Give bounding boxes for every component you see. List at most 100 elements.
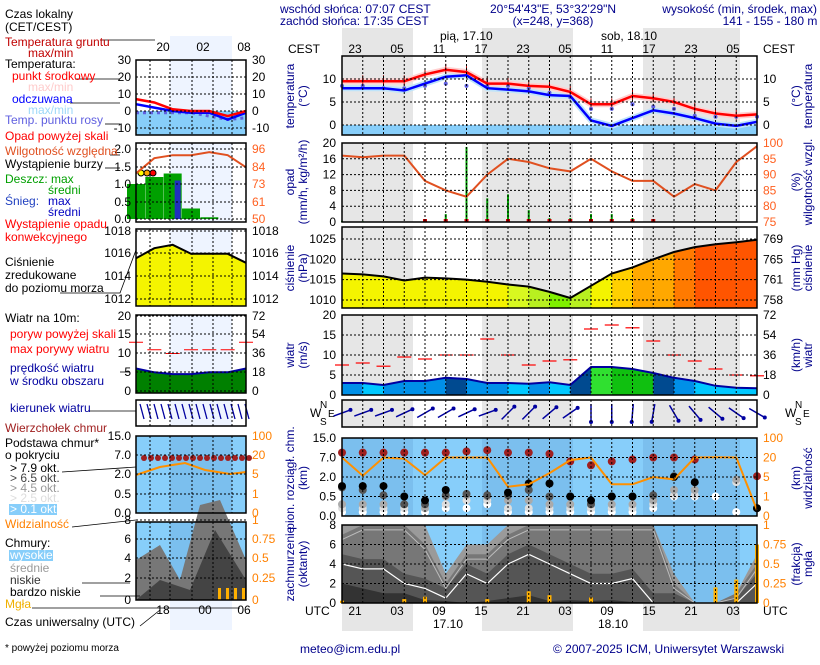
visibility-tick: 5 bbox=[763, 470, 770, 484]
cloud-top-dot bbox=[358, 448, 367, 457]
feels-line bbox=[342, 74, 758, 128]
pressure-area-segment bbox=[611, 267, 633, 308]
legend-temp-mid: punkt środkowy bbox=[12, 69, 95, 83]
wind-area-segment bbox=[528, 382, 550, 395]
mini-wind-arrow bbox=[223, 403, 229, 420]
legend-local-time: Czas lokalny bbox=[5, 7, 73, 21]
wind-tick: 10 bbox=[323, 348, 337, 362]
mini-cloud-top-dot bbox=[197, 455, 203, 461]
mini-cloud-top-dot bbox=[183, 455, 189, 461]
cover-tick: 4 bbox=[329, 557, 336, 571]
cloud-base-25-dot bbox=[441, 500, 450, 509]
sunset-text: zachód słońca: 17:35 CEST bbox=[280, 14, 429, 28]
cover-tick: 0 bbox=[329, 596, 336, 610]
wind-kmh-tick: 18 bbox=[763, 368, 777, 382]
mini-wind-tick: 15 bbox=[118, 327, 132, 341]
mini-humidity-tick: 61 bbox=[252, 195, 266, 209]
mini-temp-tick-right: 20 bbox=[252, 70, 266, 84]
mini-night-band-footer bbox=[170, 600, 232, 630]
mini-pressure-tick: 1012 bbox=[104, 292, 131, 306]
legend-utc-time: Czas uniwersalny (UTC) bbox=[5, 615, 135, 629]
mini-local-time-tick: 20 bbox=[156, 40, 170, 54]
night-band bbox=[342, 400, 413, 427]
mini-night-band-header bbox=[170, 36, 232, 60]
wind-arrow-head bbox=[720, 416, 725, 421]
precip-bar bbox=[444, 214, 447, 222]
legend-visibility: Widzialność bbox=[5, 517, 69, 531]
humidity-tick: 85 bbox=[763, 183, 777, 197]
mini-cloud-tick: 7.0 bbox=[114, 448, 131, 462]
fog-tick: 0.75 bbox=[763, 538, 787, 552]
wind-area-segment bbox=[508, 383, 529, 395]
legend-rain: Deszcz: max bbox=[5, 172, 74, 186]
legend-pressure-3: do poziomu morza bbox=[5, 281, 104, 295]
wind-arrow-head bbox=[741, 416, 746, 421]
wind-area-segment bbox=[674, 377, 695, 395]
legend-wind-speed-2: w środku obszaru bbox=[9, 374, 104, 388]
grid-coordinates-text: (x=248, y=368) bbox=[513, 14, 594, 28]
compass-e: E bbox=[328, 409, 335, 420]
precip-tick: 0 bbox=[329, 215, 336, 229]
cloud-top-dot bbox=[379, 448, 388, 457]
mini-cloud-top-dot bbox=[232, 455, 238, 461]
mini-temp-tick-right: 30 bbox=[252, 53, 266, 67]
mini-fog-bar bbox=[218, 588, 221, 600]
footnote: * powyżej poziomu morza bbox=[5, 643, 119, 654]
axis-title: wiatr bbox=[283, 342, 297, 368]
pressure-tick: 1020 bbox=[309, 252, 336, 266]
axis-title: (km/h) bbox=[789, 338, 803, 372]
email-link[interactable]: meteo@icm.edu.pl bbox=[300, 642, 400, 656]
local-time-tick: 05 bbox=[558, 42, 572, 56]
mini-humidity-tick: 50 bbox=[252, 212, 266, 226]
pressure-area-segment bbox=[404, 277, 425, 308]
wind-arrow-head bbox=[369, 407, 374, 412]
wind-area-segment bbox=[445, 377, 467, 395]
compass-s: S bbox=[795, 417, 802, 428]
cover-tick: 2 bbox=[329, 577, 336, 591]
wind-area-segment bbox=[591, 367, 612, 395]
mini-precip-tick: 1.5 bbox=[114, 160, 131, 174]
mini-fog-bar bbox=[242, 588, 245, 600]
night-band bbox=[482, 143, 573, 222]
utc-time-tick: 09 bbox=[432, 604, 446, 618]
mini-fog-tick: 0.75 bbox=[252, 532, 276, 546]
mini-pressure-tick: 1014 bbox=[104, 269, 131, 283]
mini-visibility-tick: 100 bbox=[252, 429, 272, 443]
mini-pressure-line bbox=[135, 243, 247, 264]
cloud-base-45-dot bbox=[628, 500, 637, 509]
cloud-top-dot bbox=[400, 448, 409, 457]
mini-wind-frame bbox=[135, 314, 247, 394]
mini-rain-bar bbox=[145, 177, 164, 219]
axis-title: (frakcja) bbox=[789, 542, 803, 585]
legend-high-bg bbox=[9, 550, 53, 561]
cloud-top-dot bbox=[504, 448, 512, 457]
visibility-line bbox=[341, 456, 758, 511]
mini-local-time-tick: 02 bbox=[196, 40, 210, 54]
mini-temp-line bbox=[135, 97, 247, 118]
axis-title: (mm Hg) bbox=[789, 245, 803, 292]
wind-tick: 20 bbox=[323, 308, 337, 322]
night-band-header bbox=[643, 28, 740, 56]
legend-c65: > 6.5 okt. bbox=[10, 471, 60, 485]
copyright-text: © 2007-2025 ICM, Uniwersytet Warszawski bbox=[553, 642, 784, 656]
night-band-footer bbox=[643, 603, 740, 631]
axis-title: opad bbox=[283, 169, 297, 196]
date-label-1: 17.10 bbox=[433, 617, 463, 631]
axis-title: (°C) bbox=[789, 85, 803, 106]
mini-pressure-tick-right: 1014 bbox=[252, 269, 279, 283]
cloud-base-45-dot bbox=[566, 500, 575, 509]
mini-rain-bar bbox=[200, 217, 219, 219]
legend-leader-line bbox=[60, 249, 137, 294]
cloud-top-dot bbox=[587, 461, 595, 470]
local-time-tick: 05 bbox=[726, 42, 740, 56]
mini-pressure-tick: 1018 bbox=[104, 224, 131, 238]
mini-fog-bar bbox=[234, 588, 237, 600]
temp-tick: 0 bbox=[329, 118, 336, 132]
pressure-area-segment bbox=[445, 278, 467, 308]
local-time-tick: 17 bbox=[474, 42, 488, 56]
cloud-base-45-dot bbox=[607, 500, 616, 509]
utc-time-tick: 09 bbox=[600, 604, 614, 618]
wind-arrow-head bbox=[512, 404, 517, 409]
legend-cloud-top: Wierzchołek chmur bbox=[5, 421, 107, 435]
temp-tick: 10 bbox=[323, 72, 337, 86]
